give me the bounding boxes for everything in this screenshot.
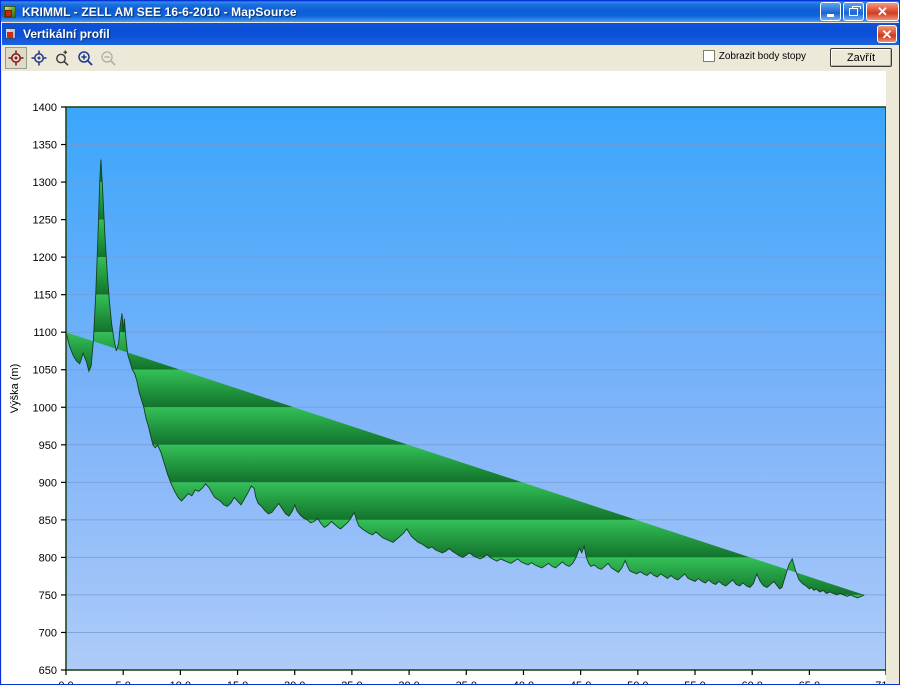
y-tick-label: 1100: [33, 327, 57, 339]
x-tick-label: 45.0: [570, 680, 591, 685]
profile-document-icon: [5, 27, 18, 41]
close-icon: ✕: [877, 4, 888, 19]
x-tick-label: 35.0: [456, 680, 477, 685]
y-tick-label: 900: [39, 477, 57, 489]
select-point-tool-button[interactable]: [5, 47, 27, 69]
zoom-out-tool-button[interactable]: [97, 47, 119, 69]
y-tick-label: 850: [39, 515, 57, 527]
elevation-profile-chart: 650 700 750 800 850 900 950 1000 1050 1100 1150 120…: [2, 71, 886, 685]
pan-tool-button[interactable]: [28, 47, 50, 69]
y-axis-title: Výška (m): [9, 364, 21, 414]
x-tick-label: 10.0: [170, 680, 191, 685]
terrain-outline: [65, 159, 865, 599]
y-tick-label: 800: [39, 552, 57, 564]
y-tick-label: 1250: [33, 215, 57, 227]
show-track-points-checkbox[interactable]: Zobrazit body stopy: [702, 50, 806, 62]
show-track-points-label: Zobrazit body stopy: [718, 50, 806, 62]
close-button[interactable]: Zavřít: [830, 48, 892, 67]
x-tick-label: 25.0: [341, 680, 362, 685]
x-tick-label: 55.0: [684, 680, 705, 685]
x-tick-label: 60.0: [741, 680, 762, 685]
close-window-button[interactable]: ✕: [866, 2, 899, 21]
vertical-profile-window: Vertikální profil ✕: [2, 23, 899, 685]
magnifier-icon: [56, 50, 69, 66]
y-tick-label: 750: [39, 590, 57, 602]
child-window-title: Vertikální profil: [23, 27, 110, 41]
close-child-window-button[interactable]: ✕: [877, 25, 897, 43]
restore-button[interactable]: [843, 2, 864, 21]
y-tick-label: 1300: [33, 177, 57, 189]
y-tick-label: 1400: [33, 102, 57, 114]
minimize-icon: [827, 13, 834, 17]
profile-toolbar: Zobrazit body stopy Zavřít: [2, 45, 899, 71]
x-tick-label: 0.0: [58, 680, 73, 685]
y-tick-label: 650: [39, 665, 57, 677]
x-tick-label: 40.0: [513, 680, 534, 685]
zoom-tool-button[interactable]: [51, 47, 73, 69]
magnifier-minus-icon: [101, 51, 116, 66]
x-tick-label: 15.0: [227, 680, 248, 685]
profile-plot[interactable]: 650 700 750 800 850 900 950 1000 1050 1100 1150 120…: [2, 71, 886, 685]
y-tick-label: 1150: [33, 290, 57, 302]
y-tick-label: 1200: [33, 252, 57, 264]
crosshair-target-icon: [8, 50, 24, 66]
y-tick-label: 1350: [33, 140, 57, 152]
y-tick-label: 1050: [33, 365, 57, 377]
x-tick-label: 65.0: [799, 680, 820, 685]
y-tick-label: 700: [39, 627, 57, 639]
x-tick-label: 5.0: [116, 680, 131, 685]
x-tick-label: 30.0: [398, 680, 419, 685]
tool-buttons: [5, 47, 119, 69]
plot-frame: [65, 106, 886, 671]
minimize-button[interactable]: [820, 2, 841, 21]
window-controls: ✕: [820, 2, 899, 21]
y-tick-label: 1000: [33, 402, 57, 414]
child-titlebar: Vertikální profil ✕: [2, 23, 899, 45]
window-title: KRIMML - ZELL AM SEE 16-6-2010 - MapSour…: [22, 4, 297, 19]
restore-icon: [849, 5, 861, 16]
x-tick-label: 71.7: [875, 680, 886, 685]
checkbox-box: [702, 50, 715, 62]
zoom-in-tool-button[interactable]: [74, 47, 96, 69]
y-tick-label: 950: [39, 440, 57, 452]
mapsource-app-icon: [4, 5, 18, 19]
magnifier-plus-icon: [78, 51, 93, 66]
x-tick-label: 20.0: [284, 680, 305, 685]
crosshair-move-icon: [31, 50, 47, 66]
close-icon: ✕: [881, 26, 893, 42]
x-tick-label: 50.0: [627, 680, 648, 685]
window-titlebar: KRIMML - ZELL AM SEE 16-6-2010 - MapSour…: [1, 1, 899, 22]
